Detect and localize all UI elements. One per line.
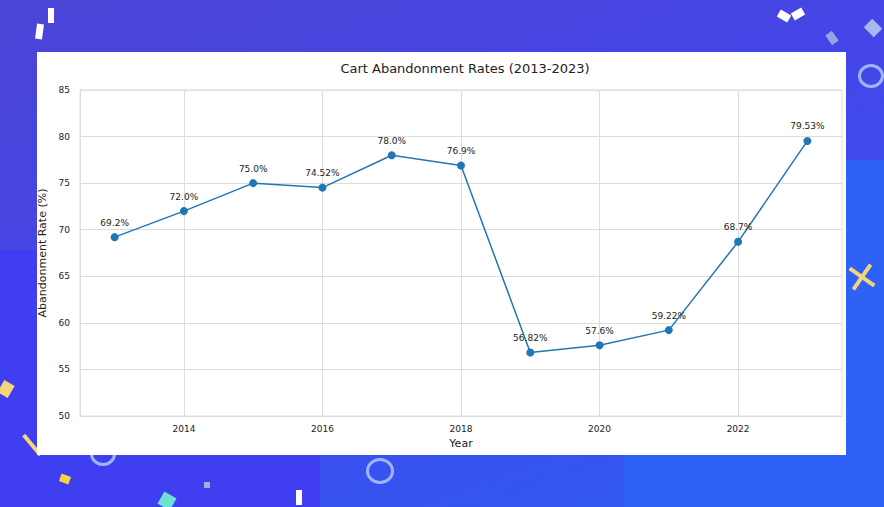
svg-text:59.22%: 59.22% [652,311,687,321]
svg-text:76.9%: 76.9% [447,146,476,156]
svg-text:57.6%: 57.6% [585,326,614,336]
svg-text:2020: 2020 [588,424,611,434]
svg-text:65: 65 [59,271,70,281]
svg-text:Year: Year [448,437,473,450]
svg-text:75: 75 [59,178,70,188]
svg-text:55: 55 [59,364,70,374]
svg-text:56.82%: 56.82% [513,333,548,343]
svg-text:50: 50 [59,411,71,421]
svg-text:72.0%: 72.0% [170,192,199,202]
svg-text:79.53%: 79.53% [790,121,825,131]
svg-text:68.7%: 68.7% [724,222,753,232]
svg-text:Abandonment Rate (%): Abandonment Rate (%) [36,189,49,318]
svg-text:69.2%: 69.2% [100,218,129,228]
svg-text:2018: 2018 [450,424,473,434]
svg-text:78.0%: 78.0% [377,136,406,146]
svg-text:60: 60 [59,318,71,328]
svg-text:85: 85 [59,85,70,95]
svg-text:70: 70 [59,225,71,235]
svg-text:2022: 2022 [727,424,750,434]
svg-text:74.52%: 74.52% [305,168,340,178]
svg-text:Cart Abandonment Rates (2013-2: Cart Abandonment Rates (2013-2023) [340,61,589,76]
svg-text:75.0%: 75.0% [239,164,268,174]
svg-text:2014: 2014 [172,424,195,434]
svg-text:80: 80 [59,132,71,142]
svg-text:2016: 2016 [311,424,334,434]
